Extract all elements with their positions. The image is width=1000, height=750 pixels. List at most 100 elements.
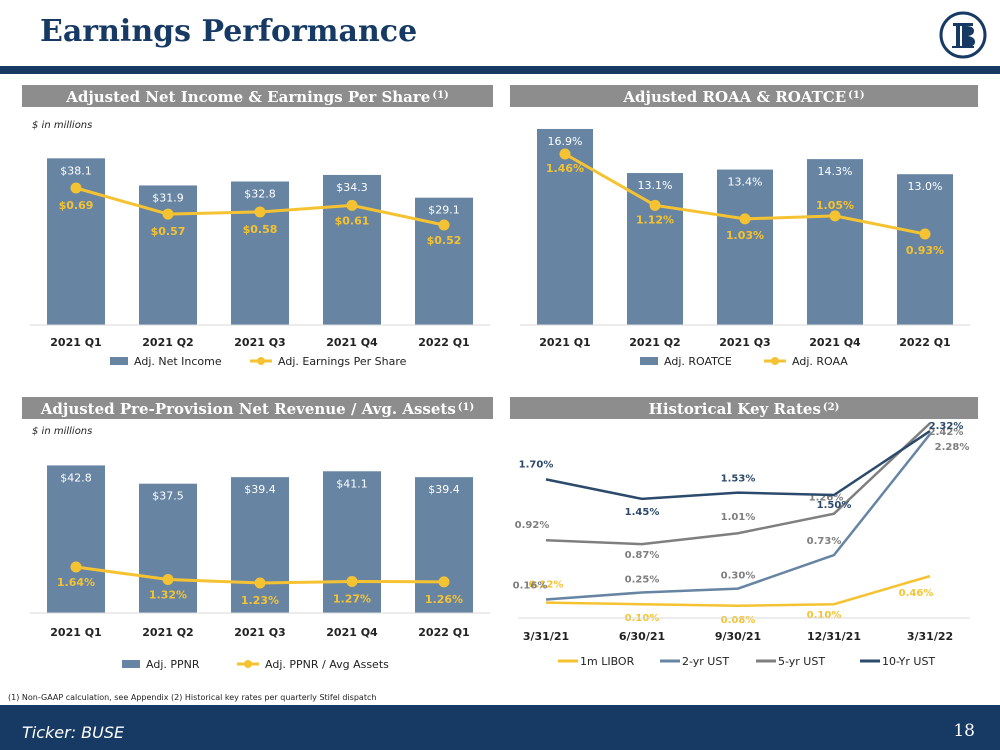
line-point [559, 148, 571, 160]
line-point [438, 219, 450, 231]
x-tick-label: 12/31/21 [807, 630, 861, 643]
x-tick-label: 3/31/21 [523, 630, 569, 643]
bar-value-label: $42.8 [60, 471, 92, 484]
series-line [545, 422, 931, 546]
line-value-label: $0.61 [335, 214, 370, 227]
bar-value-label: $37.5 [152, 490, 184, 503]
data-label: 1.45% [625, 507, 660, 518]
roaa-roatce-chart: 16.9% 13.1% 13.4% 14.3% 13.0% 1.46% 1.12% 1.03%… [520, 128, 970, 368]
line-point [346, 575, 358, 587]
key-rates-chart: 0.12% 0.10% 0.08% 0.10% 0.46% 0.16% 0.25% 0.30%… [513, 421, 970, 668]
series-line [545, 429, 931, 501]
legend-label: 10-Yr UST [882, 655, 935, 668]
bar-value-label: $32.8 [244, 188, 276, 201]
bar-value-label: $41.1 [336, 477, 368, 490]
data-label: 1.01% [721, 512, 756, 523]
legend-swatch-marker [771, 357, 779, 365]
line-point [346, 199, 358, 211]
bar-value-label: 14.3% [818, 165, 853, 178]
legend-label: Adj. PPNR [146, 658, 200, 671]
legend-label: Adj. PPNR / Avg Assets [265, 658, 389, 671]
data-label: 0.16% [513, 581, 548, 592]
line-value-label: 1.32% [149, 588, 187, 601]
page-title: Earnings Performance [40, 14, 418, 49]
bar [537, 128, 593, 325]
legend-label: Adj. Net Income [134, 355, 222, 368]
legend-swatch-bar [122, 660, 140, 668]
panel-title-note: (2) [822, 402, 840, 413]
bar-value-label: 13.0% [908, 180, 943, 193]
line-point [70, 561, 82, 573]
panel-header-roaa: Adjusted ROAA & ROATCE (1) [510, 85, 978, 107]
x-tick-label: 2021 Q3 [719, 336, 770, 349]
line-value-label: $0.58 [243, 223, 278, 236]
data-label: 0.46% [899, 588, 934, 599]
net-income-eps-chart: $38.1 $31.9 $32.8 $34.3 $29.1 $0.69 $0.57 $0.58… [30, 158, 490, 368]
x-tick-label: 2021 Q3 [234, 626, 285, 639]
data-label: 0.73% [807, 536, 842, 547]
line-point [254, 206, 266, 218]
bar [415, 197, 473, 325]
x-tick-label: 2021 Q2 [629, 336, 680, 349]
line-value-label: 1.03% [726, 229, 764, 242]
line-value-label: $0.69 [59, 199, 94, 212]
data-label: 2.32% [929, 421, 964, 432]
line-value-label: 0.93% [906, 244, 944, 257]
x-tick-label: 2021 Q2 [142, 626, 193, 639]
legend-label: Adj. ROAA [792, 355, 848, 368]
series-line [545, 433, 931, 601]
x-tick-label: 2021 Q4 [326, 626, 378, 639]
x-tick-label: 2022 Q1 [418, 336, 469, 349]
line-value-label: 1.64% [57, 576, 95, 589]
line-value-label: 1.23% [241, 594, 279, 607]
x-tick-label: 2021 Q1 [50, 626, 101, 639]
panel-header-ppnr: Adjusted Pre-Provision Net Revenue / Avg… [22, 397, 493, 419]
line-point [162, 208, 174, 220]
x-tick-label: 2021 Q4 [326, 336, 378, 349]
line-point [162, 573, 174, 585]
x-tick-label: 3/31/22 [907, 630, 953, 643]
bar [627, 173, 683, 325]
unit-label: $ in millions [32, 120, 93, 131]
panel-title: Adjusted ROAA & ROATCE [623, 88, 847, 106]
line-value-label: $0.57 [151, 225, 186, 238]
panel-header-net-income: Adjusted Net Income & Earnings Per Share… [22, 85, 493, 107]
legend-label: 2-yr UST [682, 655, 729, 668]
line-point [739, 213, 751, 225]
footnote: (1) Non-GAAP calculation, see Appendix (… [8, 693, 377, 702]
data-label: 0.12% [529, 580, 564, 591]
line-point [438, 576, 450, 588]
x-tick-label: 2022 Q1 [899, 336, 950, 349]
legend-label: Adj. Earnings Per Share [278, 355, 407, 368]
data-label: 1.70% [519, 459, 554, 470]
line-point [829, 210, 841, 222]
header-bar [0, 66, 1000, 74]
data-label: 0.10% [807, 610, 842, 621]
panel-title-note: (1) [848, 90, 865, 101]
bar [139, 185, 197, 325]
ticker-label: Ticker: BUSE [22, 723, 125, 742]
data-label: 0.08% [721, 615, 756, 626]
bar [47, 465, 105, 613]
panel-title: Adjusted Net Income & Earnings Per Share [66, 88, 431, 106]
bar-value-label: $34.3 [336, 181, 368, 194]
legend-label: Adj. ROATCE [664, 355, 732, 368]
legend-swatch-bar [110, 357, 128, 365]
data-label: 1.50% [817, 500, 852, 511]
line-value-label: 1.12% [636, 213, 674, 226]
data-label: 2.42% [929, 427, 964, 438]
panel-title: Adjusted Pre-Provision Net Revenue / Avg… [40, 400, 456, 418]
bar [231, 181, 289, 325]
legend-swatch-marker [257, 357, 265, 365]
data-label: 2.28% [935, 442, 970, 453]
line-value-label: 1.05% [816, 199, 854, 212]
bar [139, 483, 197, 613]
legend-swatch-marker [244, 660, 252, 668]
ppnr-chart: $42.8 $37.5 $39.4 $41.1 $39.4 1.64% 1.32% 1.23%… [30, 465, 490, 671]
line-value-label: 1.27% [333, 592, 371, 605]
bar-value-label: $31.9 [152, 191, 184, 204]
data-label: 0.92% [515, 520, 550, 531]
data-label: 0.25% [625, 575, 660, 586]
bar [323, 174, 381, 325]
data-label: 0.10% [625, 613, 660, 624]
